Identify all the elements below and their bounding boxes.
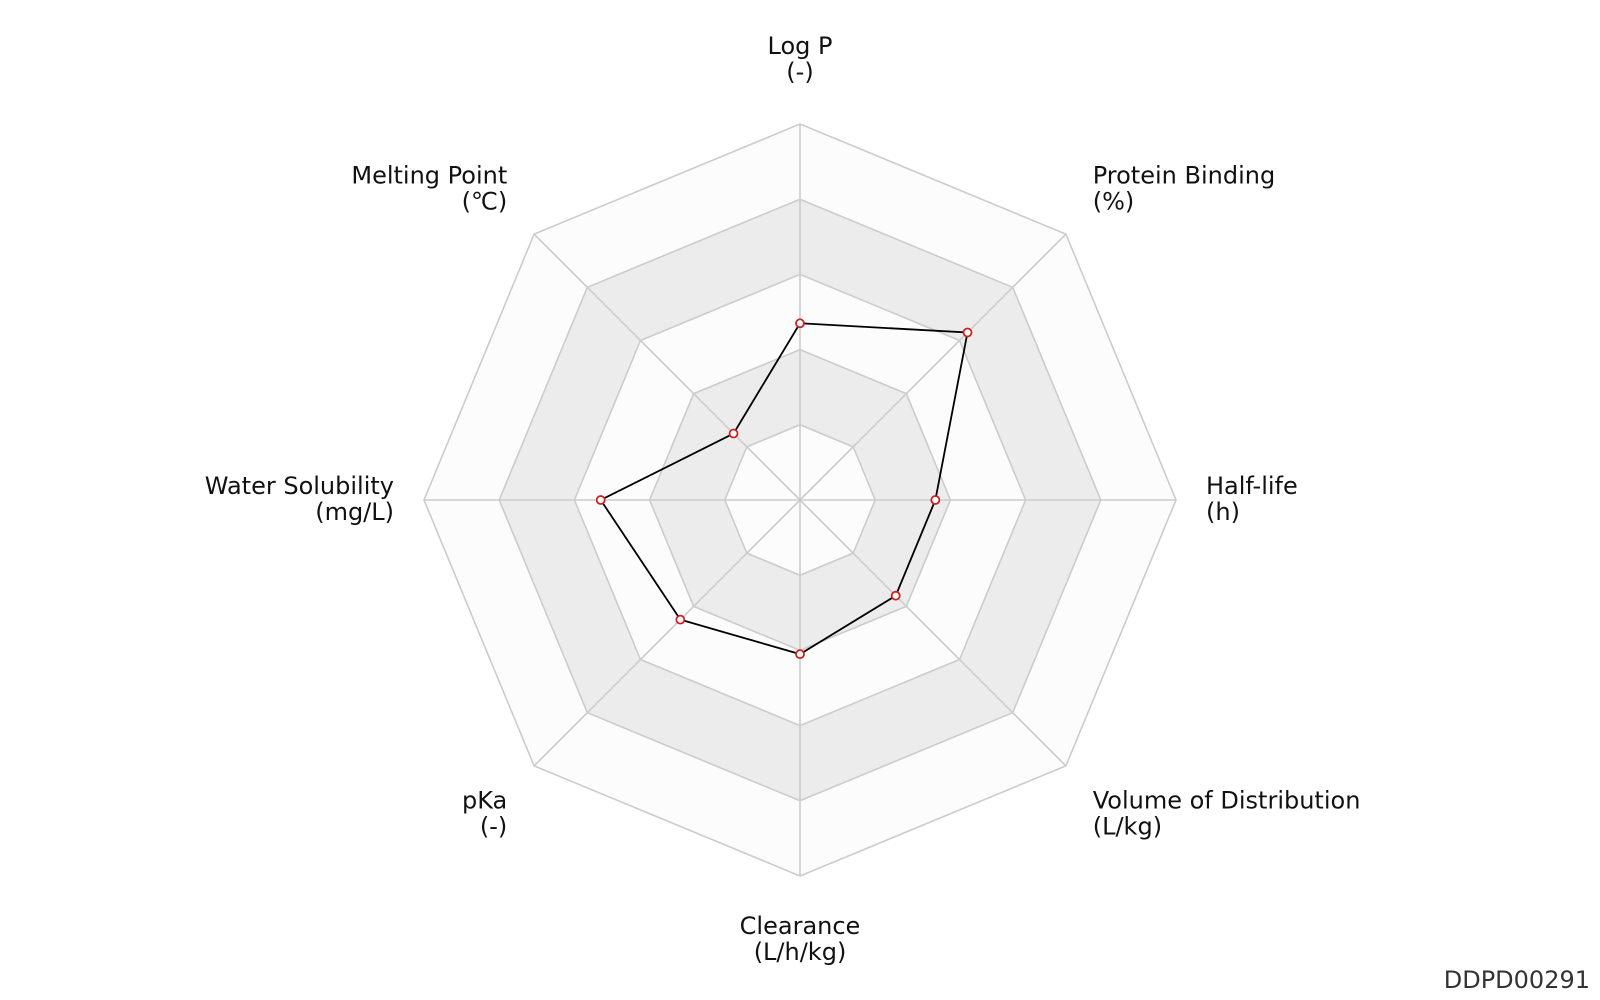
axis-unit: (L/h/kg) <box>754 938 847 966</box>
grid-spoke-6 <box>533 499 801 767</box>
radar-axis-labels: Log P(-)Protein Binding(%)Half-life(h)Vo… <box>205 32 1361 966</box>
axis-name: Clearance <box>740 912 861 940</box>
axis-label-4: Volume of Distribution(L/kg) <box>1093 787 1361 841</box>
axis-label-7: Water Solubility(mg/L) <box>205 472 394 526</box>
axis-label-1: Log P(-) <box>768 32 833 86</box>
axis-label-8: Melting Point(℃) <box>351 161 507 215</box>
data-point-7 <box>595 495 606 505</box>
grid-spoke-4 <box>799 499 1067 767</box>
data-point-2 <box>962 327 973 338</box>
data-point-4 <box>890 590 901 601</box>
chart-id-label: DDPD00291 <box>1443 966 1590 994</box>
axis-label-2: Protein Binding(%) <box>1093 161 1275 215</box>
axis-name: Melting Point <box>351 161 507 189</box>
axis-name: Volume of Distribution <box>1093 787 1361 815</box>
radar-grid-spokes <box>424 124 1176 876</box>
axis-label-5: Clearance(L/h/kg) <box>740 912 861 966</box>
axis-unit: (L/kg) <box>1093 813 1162 841</box>
data-point-5 <box>795 649 805 660</box>
axis-label-6: pKa(-) <box>462 787 507 841</box>
grid-spoke-8 <box>533 233 801 501</box>
data-point-6 <box>675 614 686 625</box>
axis-unit: (mg/L) <box>315 498 394 526</box>
axis-label-3: Half-life(h) <box>1206 472 1298 526</box>
axis-name: pKa <box>462 787 507 815</box>
axis-unit: (h) <box>1206 498 1240 526</box>
radar-series <box>595 318 973 660</box>
axis-name: Water Solubility <box>205 472 394 500</box>
data-point-3 <box>930 495 941 505</box>
axis-name: Protein Binding <box>1093 161 1275 189</box>
axis-unit: (-) <box>480 813 507 841</box>
data-point-1 <box>795 318 805 329</box>
grid-spoke-2 <box>799 233 1067 501</box>
axis-unit: (℃) <box>462 187 508 215</box>
axis-unit: (%) <box>1093 187 1135 215</box>
data-point-8 <box>728 428 739 439</box>
axis-unit: (-) <box>786 58 813 86</box>
axis-name: Log P <box>768 32 833 60</box>
axis-name: Half-life <box>1206 472 1298 500</box>
